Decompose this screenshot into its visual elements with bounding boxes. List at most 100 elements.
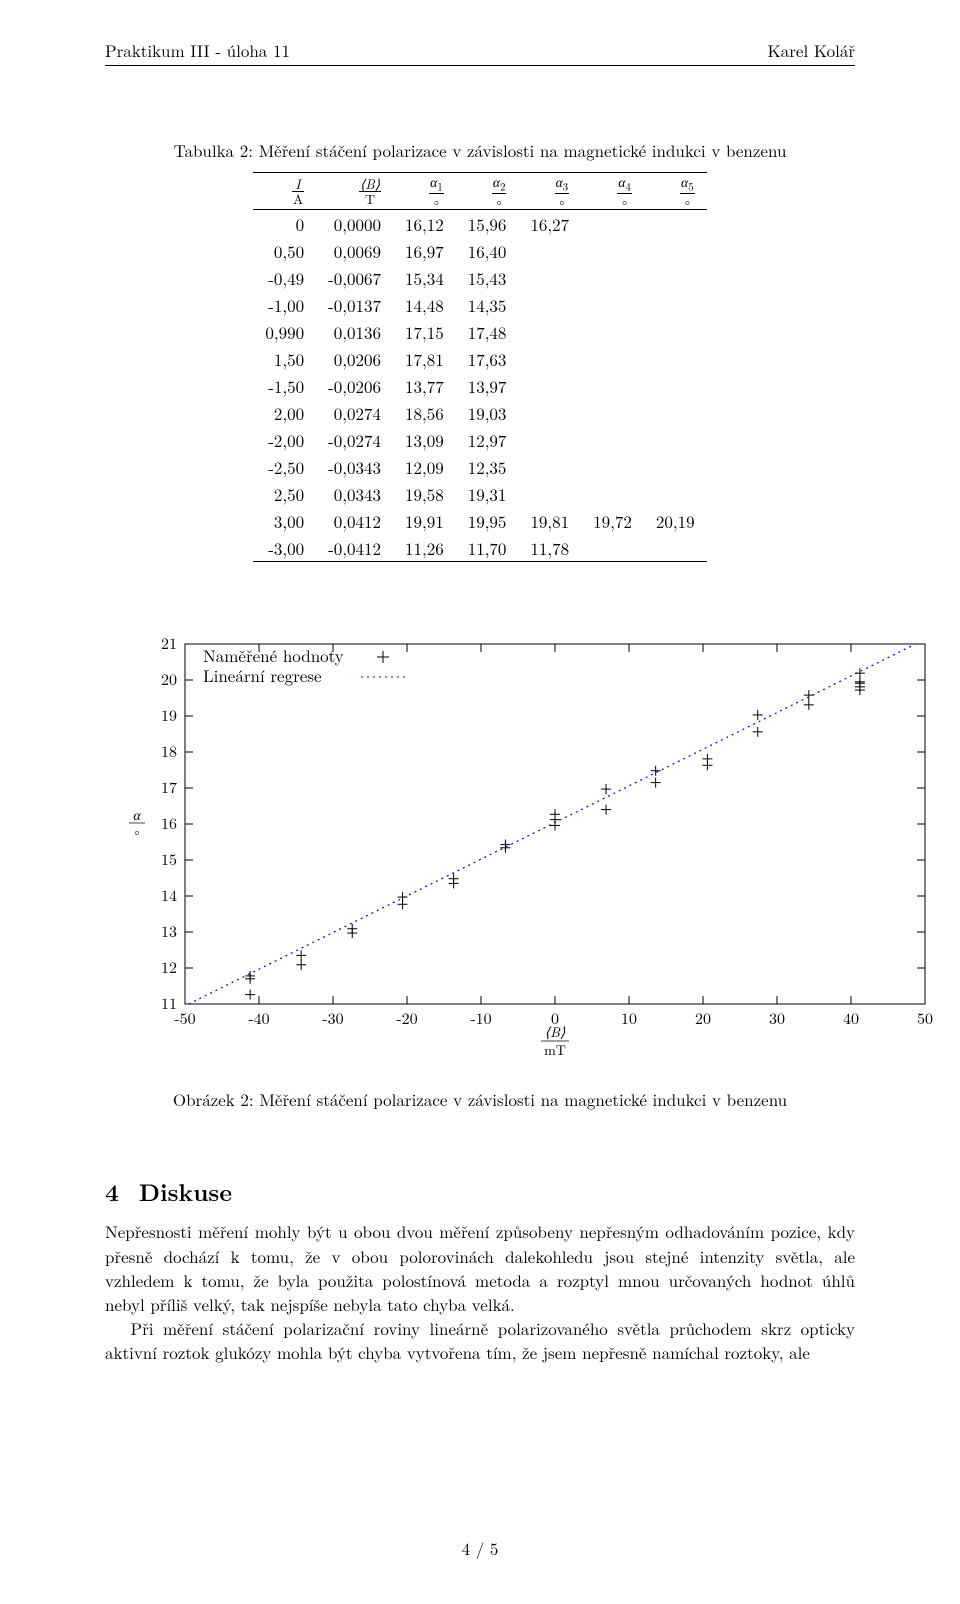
table-cell: 13,97 bbox=[456, 372, 519, 399]
table-cell: 0,0343 bbox=[316, 480, 393, 507]
table-row: 00,000016,1215,9616,27 bbox=[253, 210, 706, 238]
y-tick-label: 13 bbox=[161, 919, 177, 942]
table-cell bbox=[518, 372, 581, 399]
table-cell bbox=[644, 210, 707, 238]
y-tick-label: 12 bbox=[161, 955, 177, 978]
table-cell bbox=[644, 237, 707, 264]
table-cell: 19,91 bbox=[393, 507, 456, 534]
table-cell: 0,0069 bbox=[316, 237, 393, 264]
table-cell: -2,50 bbox=[253, 453, 316, 480]
x-tick-label: -10 bbox=[470, 1006, 491, 1029]
table-cell bbox=[581, 318, 644, 345]
table-row: 0,9900,013617,1517,48 bbox=[253, 318, 706, 345]
y-tick-label: 14 bbox=[161, 883, 177, 906]
table-cell: 0,0136 bbox=[316, 318, 393, 345]
table-cell: 2,00 bbox=[253, 399, 316, 426]
table-head: IA⟨B⟩Tα1◦α2◦α3◦α4◦α5◦ bbox=[253, 173, 706, 210]
table-cell: 17,81 bbox=[393, 345, 456, 372]
y-tick-label: 19 bbox=[161, 703, 177, 726]
data-table: IA⟨B⟩Tα1◦α2◦α3◦α4◦α5◦ 00,000016,1215,961… bbox=[253, 172, 706, 562]
table-cell: 0,50 bbox=[253, 237, 316, 264]
table-cell: 16,12 bbox=[393, 210, 456, 238]
table-cell bbox=[644, 399, 707, 426]
x-tick-label: 50 bbox=[917, 1006, 933, 1029]
table-cell bbox=[581, 399, 644, 426]
table-cell: -3,00 bbox=[253, 534, 316, 562]
paragraph-1: Nepřesnosti měření mohly být u obou dvou… bbox=[105, 1219, 855, 1316]
table-cell: -0,0206 bbox=[316, 372, 393, 399]
table-cell bbox=[518, 399, 581, 426]
table-cell: 14,35 bbox=[456, 291, 519, 318]
paragraph-2: Při měření stáčení polarizační roviny li… bbox=[105, 1316, 855, 1364]
table-cell: -0,49 bbox=[253, 264, 316, 291]
x-tick-label: -50 bbox=[174, 1006, 195, 1029]
chart-container: -50-40-30-20-100102030405011121314151617… bbox=[105, 634, 855, 1111]
table-cell bbox=[581, 237, 644, 264]
table-header-cell: ⟨B⟩T bbox=[316, 173, 393, 210]
table-cell: -0,0137 bbox=[316, 291, 393, 318]
table-cell bbox=[518, 480, 581, 507]
table-cell: 14,48 bbox=[393, 291, 456, 318]
table-cell bbox=[644, 453, 707, 480]
table-cell bbox=[644, 372, 707, 399]
x-tick-label: 10 bbox=[621, 1006, 637, 1029]
table-cell: -2,00 bbox=[253, 426, 316, 453]
page-footer: 4 / 5 bbox=[0, 1536, 960, 1560]
table-header-cell: α5◦ bbox=[644, 173, 707, 210]
table-cell bbox=[518, 291, 581, 318]
x-tick-label: -30 bbox=[322, 1006, 343, 1029]
table-cell: -1,50 bbox=[253, 372, 316, 399]
table-header-cell: α4◦ bbox=[581, 173, 644, 210]
x-tick-label: 40 bbox=[843, 1006, 859, 1029]
table-cell: 17,48 bbox=[456, 318, 519, 345]
chart: -50-40-30-20-100102030405011121314151617… bbox=[105, 634, 935, 1072]
table-cell: 0,990 bbox=[253, 318, 316, 345]
section-heading: 4Diskuse bbox=[105, 1175, 855, 1209]
table-cell: 15,96 bbox=[456, 210, 519, 238]
table-row: -3,00-0,041211,2611,7011,78 bbox=[253, 534, 706, 562]
table-row: -1,50-0,020613,7713,97 bbox=[253, 372, 706, 399]
table-cell: 0,0274 bbox=[316, 399, 393, 426]
table-cell: 15,34 bbox=[393, 264, 456, 291]
y-axis-label-den: ◦ bbox=[132, 821, 143, 841]
table-header-cell: α2◦ bbox=[456, 173, 519, 210]
table-cell bbox=[581, 291, 644, 318]
table-caption: Tabulka 2: Měření stáčení polarizace v z… bbox=[105, 138, 855, 162]
header-left: Praktikum III - úloha 11 bbox=[105, 38, 290, 62]
table-cell bbox=[644, 480, 707, 507]
table-cell bbox=[518, 318, 581, 345]
table-cell bbox=[518, 426, 581, 453]
table-cell bbox=[644, 534, 707, 562]
table-cell bbox=[581, 372, 644, 399]
legend-label: Lineární regrese bbox=[203, 663, 322, 687]
table-row: -2,00-0,027413,0912,97 bbox=[253, 426, 706, 453]
table-cell: 20,19 bbox=[644, 507, 707, 534]
table-cell: 1,50 bbox=[253, 345, 316, 372]
table-body: 00,000016,1215,9616,270,500,006916,9716,… bbox=[253, 210, 706, 562]
table-row: -1,00-0,013714,4814,35 bbox=[253, 291, 706, 318]
table-cell: 12,35 bbox=[456, 453, 519, 480]
page: Praktikum III - úloha 11 Karel Kolář Tab… bbox=[0, 0, 960, 1604]
table-cell bbox=[644, 318, 707, 345]
table-cell: 17,15 bbox=[393, 318, 456, 345]
table-row: 2,500,034319,5819,31 bbox=[253, 480, 706, 507]
table-cell bbox=[581, 534, 644, 562]
table-cell bbox=[518, 345, 581, 372]
table-header-cell: α3◦ bbox=[518, 173, 581, 210]
table-cell: 11,70 bbox=[456, 534, 519, 562]
table-cell: 0 bbox=[253, 210, 316, 238]
table-cell: 16,40 bbox=[456, 237, 519, 264]
table-cell: -0,0067 bbox=[316, 264, 393, 291]
y-tick-label: 15 bbox=[161, 847, 177, 870]
y-tick-label: 17 bbox=[161, 775, 177, 798]
table-cell bbox=[581, 480, 644, 507]
table-cell: 11,78 bbox=[518, 534, 581, 562]
table-cell: 0,0000 bbox=[316, 210, 393, 238]
section-body: Nepřesnosti měření mohly být u obou dvou… bbox=[105, 1219, 855, 1364]
y-tick-label: 20 bbox=[161, 667, 177, 690]
table-cell: -1,00 bbox=[253, 291, 316, 318]
table-row: 3,000,041219,9119,9519,8119,7220,19 bbox=[253, 507, 706, 534]
table-cell bbox=[644, 345, 707, 372]
table-cell: 13,77 bbox=[393, 372, 456, 399]
table-cell: -0,0412 bbox=[316, 534, 393, 562]
